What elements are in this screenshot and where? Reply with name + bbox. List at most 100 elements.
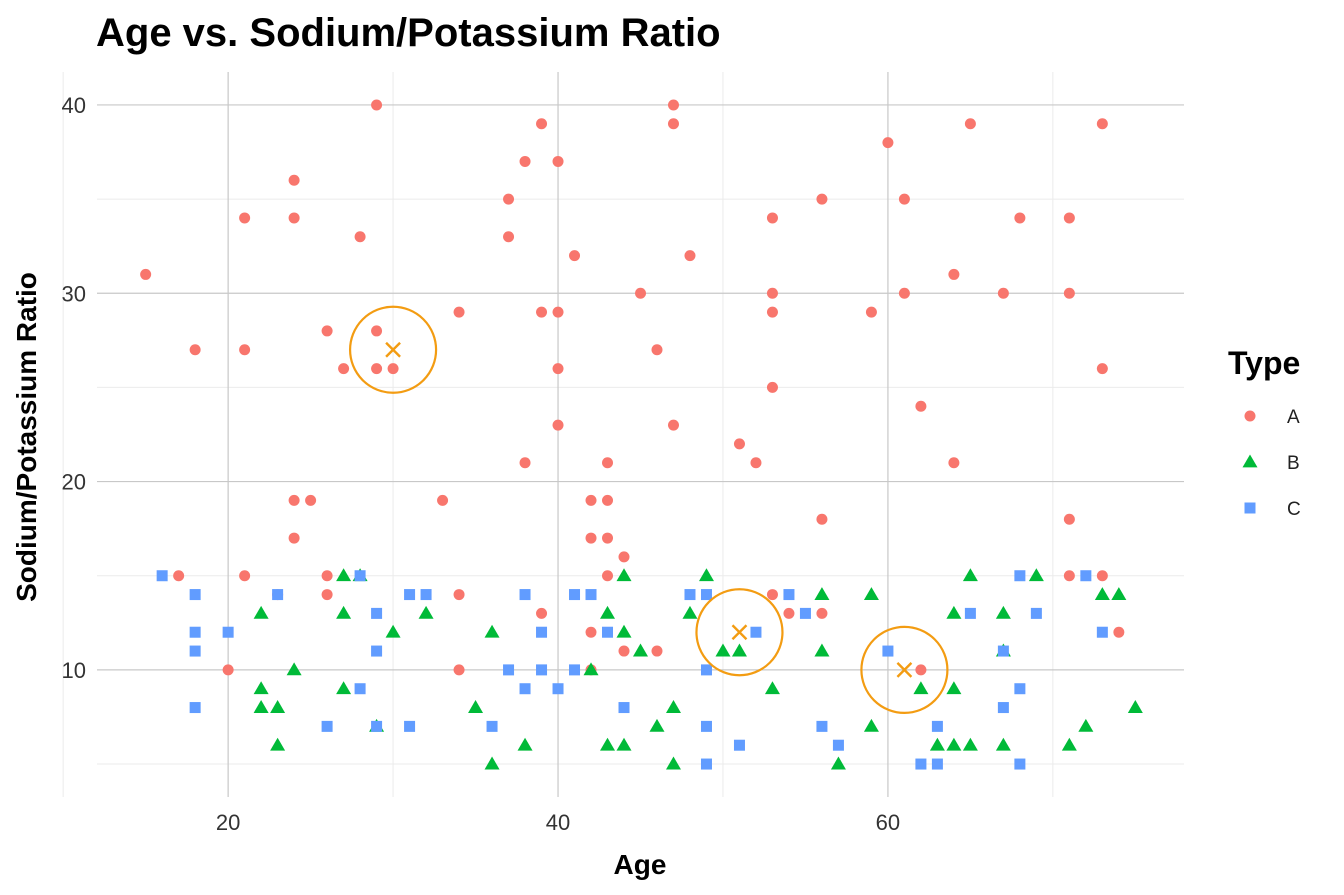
data-point-c <box>1096 626 1108 638</box>
data-point-a <box>882 137 894 149</box>
data-point-b <box>962 737 978 751</box>
x-tick-label: 40 <box>546 810 570 835</box>
data-point-c <box>1030 607 1042 619</box>
data-point-b <box>616 737 632 751</box>
data-point-a <box>997 287 1009 299</box>
y-axis-title: Sodium/Potassium Ratio <box>11 272 42 602</box>
data-point-a <box>569 250 581 262</box>
data-point-c <box>700 589 712 601</box>
data-point-a <box>602 532 614 544</box>
data-point-c <box>700 720 712 732</box>
highlight-markers <box>348 305 949 714</box>
data-point-b <box>600 737 616 751</box>
data-point-c <box>189 626 201 638</box>
data-point-b <box>253 681 269 695</box>
data-point-a <box>585 532 597 544</box>
data-point-c <box>156 570 168 582</box>
data-point-c <box>733 739 745 751</box>
data-point-b <box>962 568 978 582</box>
data-point-b <box>995 605 1011 619</box>
data-point-a <box>602 494 614 506</box>
data-point-c <box>354 570 366 582</box>
data-point-c <box>272 589 284 601</box>
x-tick-label: 20 <box>216 810 240 835</box>
data-point-c <box>536 626 548 638</box>
data-point-a <box>371 363 383 375</box>
data-point-a <box>1063 570 1075 582</box>
data-point-b <box>913 681 929 695</box>
data-point-a <box>635 287 646 299</box>
data-point-b <box>830 756 846 770</box>
data-point-a <box>865 306 877 318</box>
data-point-a <box>453 664 465 676</box>
data-point-b <box>946 737 962 751</box>
data-point-a <box>667 118 679 130</box>
data-point-b <box>715 643 731 657</box>
data-point-a <box>766 287 778 299</box>
y-tick-label: 30 <box>62 281 86 306</box>
data-point-a <box>618 551 630 563</box>
data-point-b <box>336 681 352 695</box>
data-point-a <box>964 118 976 130</box>
data-point-a <box>898 287 910 299</box>
data-point-a <box>585 494 597 506</box>
data-point-c <box>997 645 1009 657</box>
data-point-b <box>633 643 648 657</box>
data-point-a <box>536 607 548 619</box>
data-point-b <box>665 756 681 770</box>
data-point-a <box>453 589 465 601</box>
data-point-c <box>519 589 531 601</box>
data-point-c <box>371 645 383 657</box>
data-point-b <box>814 587 830 600</box>
data-point-c <box>750 626 762 638</box>
data-point-a <box>602 570 614 582</box>
data-point-c <box>585 589 597 601</box>
data-point-c <box>569 589 581 601</box>
y-axis-ticks: 10 20 30 40 <box>62 93 86 683</box>
data-point-c <box>882 645 894 657</box>
data-point-a <box>387 363 399 375</box>
data-point-b <box>1061 737 1077 751</box>
data-point-a <box>189 344 201 356</box>
legend-label-c: C <box>1287 499 1301 520</box>
data-point-b <box>1127 700 1143 713</box>
data-point-a <box>552 363 564 375</box>
data-point-a <box>305 494 317 506</box>
data-point-c <box>799 607 811 619</box>
data-point-a <box>288 212 300 224</box>
data-point-c <box>420 589 432 601</box>
data-point-a <box>519 457 531 469</box>
data-point-a <box>140 268 152 280</box>
data-point-a <box>915 400 927 412</box>
data-point-a <box>1063 513 1075 525</box>
data-point-a <box>816 193 828 205</box>
legend-title: Type <box>1228 345 1300 381</box>
data-point-c <box>618 702 630 714</box>
data-point-a <box>552 306 564 318</box>
data-point-a <box>1096 118 1108 130</box>
data-point-b <box>517 737 533 751</box>
data-point-a <box>437 494 449 506</box>
data-point-c <box>783 589 795 601</box>
data-point-a <box>618 645 630 657</box>
data-point-b <box>1111 587 1127 600</box>
data-point-a <box>1063 212 1075 224</box>
data-point-a <box>816 513 828 525</box>
data-point-a <box>948 457 960 469</box>
legend-key-c <box>1244 502 1256 514</box>
data-point-a <box>222 664 234 676</box>
data-point-a <box>1096 570 1108 582</box>
data-point-c <box>222 626 234 638</box>
data-point-b <box>336 605 352 619</box>
data-point-b <box>946 605 962 619</box>
data-point-c <box>1014 683 1026 695</box>
chart-title: Age vs. Sodium/Potassium Ratio <box>96 11 721 55</box>
data-point-b <box>616 624 632 638</box>
data-point-b <box>682 605 698 619</box>
data-point-a <box>288 532 300 544</box>
data-point-b <box>616 568 632 582</box>
data-point-b <box>253 605 269 619</box>
data-point-a <box>766 212 778 224</box>
data-point-a <box>503 231 515 243</box>
